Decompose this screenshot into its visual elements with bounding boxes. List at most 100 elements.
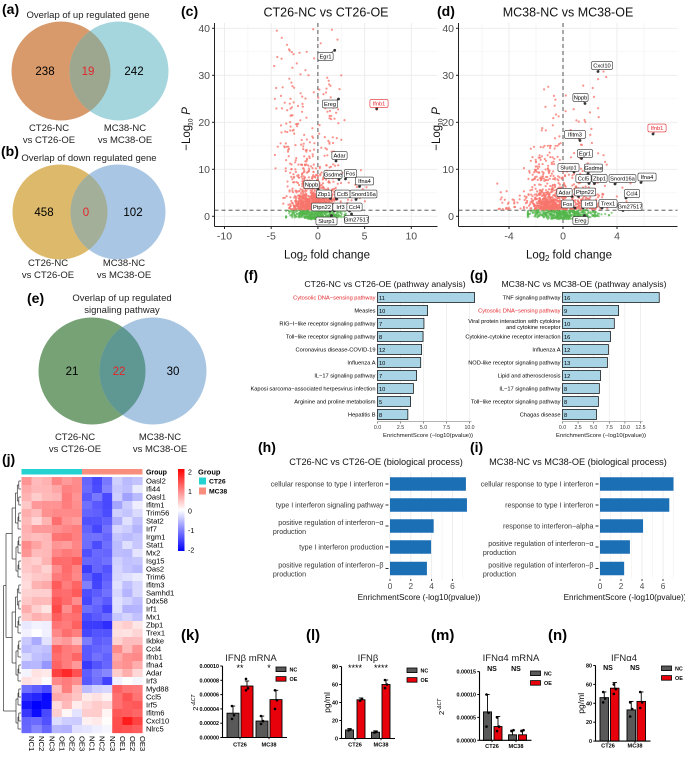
svg-text:CT26-NC vs CT26-OE (pathway an: CT26-NC vs CT26-OE (pathway analysis)	[304, 279, 465, 289]
svg-text:10: 10	[379, 361, 385, 367]
svg-text:458: 458	[34, 207, 53, 219]
svg-text:80: 80	[332, 665, 338, 671]
svg-text:20: 20	[586, 720, 592, 726]
svg-text:0: 0	[448, 211, 454, 223]
svg-text:10: 10	[379, 309, 385, 315]
svg-text:NC3: NC3	[47, 736, 56, 751]
svg-text:0: 0	[388, 581, 393, 591]
svg-text:vs MC38-OE: vs MC38-OE	[133, 444, 187, 455]
svg-text:NC2: NC2	[98, 736, 107, 751]
svg-text:Ereg: Ereg	[324, 102, 336, 108]
svg-text:40: 40	[442, 23, 454, 35]
svg-text:Irf7: Irf7	[146, 524, 157, 533]
svg-text:Oas2: Oas2	[146, 564, 164, 573]
svg-text:11: 11	[379, 296, 385, 302]
svg-text:EnrichmentScore (−log10(pvalue: EnrichmentScore (−log10(pvalue))	[383, 433, 473, 439]
svg-text:Gm27517: Gm27517	[618, 205, 643, 211]
svg-text:OE: OE	[290, 677, 298, 683]
svg-text:Ifnb1: Ifnb1	[651, 126, 664, 132]
svg-text:(b): (b)	[1, 143, 19, 159]
svg-text:Ifna4: Ifna4	[358, 179, 371, 185]
svg-text:vs CT26-OE: vs CT26-OE	[23, 135, 75, 146]
svg-text:NC: NC	[290, 667, 298, 673]
svg-text:Cxcl10: Cxcl10	[593, 64, 610, 70]
svg-text:IFNβ mRNA: IFNβ mRNA	[225, 653, 277, 664]
svg-text:Ifitm1: Ifitm1	[146, 500, 165, 509]
svg-text:Ccl5: Ccl5	[146, 692, 161, 701]
svg-text:Zbp1: Zbp1	[593, 177, 606, 183]
svg-text:Nppb: Nppb	[574, 96, 588, 102]
svg-text:Ifitm3: Ifitm3	[568, 133, 582, 139]
svg-text:7: 7	[379, 322, 382, 328]
svg-text:production: production	[273, 571, 306, 579]
svg-text:(l): (l)	[306, 627, 320, 644]
svg-text:40: 40	[332, 701, 338, 707]
svg-text:IL−17 signaling pathway: IL−17 signaling pathway	[314, 374, 375, 380]
svg-text:Overlap of down regulated gene: Overlap of down regulated gene	[21, 153, 156, 164]
svg-text:cellular response to type I in: cellular response to type I interferon	[271, 481, 384, 489]
svg-text:Mx2: Mx2	[146, 548, 160, 557]
svg-text:**: **	[236, 663, 244, 673]
svg-text:40: 40	[586, 701, 592, 707]
svg-text:Log: Log	[526, 250, 545, 262]
svg-text:NS: NS	[603, 665, 613, 672]
svg-text:Irgm1: Irgm1	[146, 532, 165, 541]
svg-text:238: 238	[35, 66, 54, 78]
svg-text:0.00000: 0.00000	[457, 738, 477, 744]
svg-text:Irf1: Irf1	[146, 604, 157, 613]
svg-text:20: 20	[198, 117, 210, 129]
svg-text:6: 6	[450, 581, 455, 591]
svg-text:Trex1: Trex1	[601, 202, 615, 208]
svg-text:Cxcl10: Cxcl10	[146, 716, 169, 725]
svg-text:MC38-NC: MC38-NC	[139, 432, 181, 443]
svg-text:16: 16	[564, 296, 570, 302]
svg-text:NC1: NC1	[27, 736, 36, 751]
svg-text:2.5: 2.5	[574, 425, 581, 431]
svg-text:7: 7	[379, 374, 382, 380]
svg-text:10.0: 10.0	[620, 425, 630, 431]
svg-text:4: 4	[429, 581, 434, 591]
svg-text:NS: NS	[487, 666, 497, 673]
svg-text:Mx1: Mx1	[146, 612, 160, 621]
svg-text:10: 10	[438, 118, 445, 126]
svg-text:Slurp1: Slurp1	[560, 166, 576, 172]
svg-text:Fos: Fos	[346, 172, 356, 178]
svg-text:positive regulation of interfe: positive regulation of interferon−α	[488, 540, 593, 548]
svg-text:2: 2	[437, 711, 446, 715]
svg-text:Nlrc5: Nlrc5	[146, 724, 164, 733]
svg-text:Log: Log	[284, 250, 303, 262]
svg-text:2: 2	[191, 707, 200, 711]
svg-text:Ccl4: Ccl4	[146, 644, 161, 653]
svg-text:fold change: fold change	[311, 250, 370, 262]
svg-text:5.0: 5.0	[420, 425, 427, 431]
svg-text:Influenza A: Influenza A	[347, 361, 375, 367]
svg-text:CT26: CT26	[209, 479, 226, 486]
svg-text:NC: NC	[544, 671, 552, 677]
svg-text:and cytokine receptor: and cytokine receptor	[506, 325, 560, 331]
svg-text:Chagas disease: Chagas disease	[520, 413, 561, 419]
svg-text:0: 0	[560, 231, 566, 243]
svg-text:NC1: NC1	[88, 736, 97, 751]
svg-text:positive regulation of interfe: positive regulation of interferon−α	[278, 519, 383, 527]
svg-text:vs MC38-OE: vs MC38-OE	[97, 270, 151, 281]
svg-text:(f): (f)	[244, 267, 258, 283]
svg-text:21: 21	[66, 366, 79, 378]
svg-text:OE: OE	[421, 678, 429, 684]
svg-text:12: 12	[564, 374, 570, 380]
svg-text:13: 13	[564, 361, 570, 367]
svg-text:0: 0	[589, 739, 592, 745]
svg-text:Ikbke: Ikbke	[146, 636, 164, 645]
svg-text:2.5: 2.5	[397, 425, 404, 431]
svg-text:-1: -1	[188, 528, 194, 535]
svg-text:0.00002: 0.00002	[200, 721, 220, 727]
svg-text:production: production	[273, 528, 306, 536]
svg-text:fold change: fold change	[553, 250, 612, 262]
svg-text:TNF signaling pathway: TNF signaling pathway	[503, 296, 561, 302]
svg-text:IFNα4: IFNα4	[611, 653, 637, 664]
svg-text:30: 30	[167, 366, 180, 378]
svg-text:(i): (i)	[470, 439, 483, 455]
svg-text:10: 10	[442, 164, 454, 176]
svg-text:Ccl5: Ccl5	[337, 192, 348, 198]
svg-text:Oasl2: Oasl2	[146, 476, 166, 485]
svg-text:Zbp1: Zbp1	[318, 192, 331, 198]
